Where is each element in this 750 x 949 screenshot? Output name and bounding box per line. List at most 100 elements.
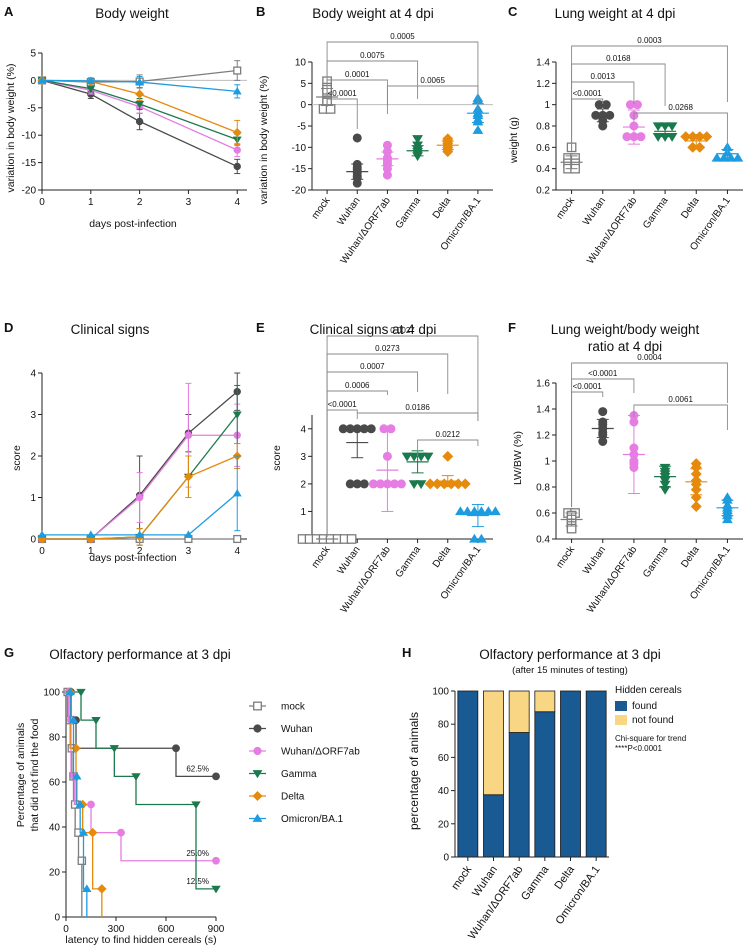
panel-letter-a: A <box>4 4 14 19</box>
y-axis-title-g-line2: that did not find the food <box>29 719 41 832</box>
panel-title-c: Lung weight at 4 dpi <box>555 6 676 21</box>
panel-title-e: Clinical signs at 4 dpi <box>310 322 437 337</box>
panel-e-point-wuhan <box>366 424 376 434</box>
panel-e-point-gamma <box>422 452 434 462</box>
panel-d-point-gamma <box>232 411 242 419</box>
panel-b-point-wuhan-orf7ab <box>382 170 392 180</box>
panel-f-point-delta <box>690 501 702 512</box>
panel-e-p-value: 0.0212 <box>436 430 461 439</box>
panel-b-p-value: 0.0065 <box>420 76 445 85</box>
panel-g-point-wuhan-orf7ab <box>87 800 95 809</box>
panel-e-point-gamma <box>408 452 420 462</box>
panel-b-y-tick-label: 5 <box>300 79 306 90</box>
panel-b-x-tick-label: mock <box>310 195 333 222</box>
panel-f-point-wuhan <box>598 407 608 417</box>
panel-c-x-tick-label: mock <box>554 195 577 222</box>
panel-d-point-wuhan-orf7ab <box>135 493 144 502</box>
panel-g-x-tick-label: 900 <box>208 924 225 935</box>
panel-a-point-wuhan <box>135 117 144 126</box>
panel-c-point-omicron-ba-1 <box>732 152 744 162</box>
panel-a-y-tick-label: 5 <box>30 49 36 60</box>
panel-g-point-omicron-ba-1 <box>65 687 75 696</box>
panel-c-p-value: 0.0268 <box>668 103 693 112</box>
panel-g-censored-point-wuhan <box>212 772 220 781</box>
panel-e-y-tick-label: 1 <box>300 507 306 518</box>
panel-c-p-value: 0.0013 <box>591 72 616 81</box>
legend-found-label: found <box>632 701 657 712</box>
panel-a-y-tick-label: -10 <box>22 131 37 142</box>
panel-g-legend-label: Omicron/BA.1 <box>281 814 344 825</box>
panel-e-point-omicron-ba-1 <box>469 533 480 543</box>
panel-b-x-tick-label: Delta <box>431 195 454 221</box>
panel-c-point-delta <box>701 131 713 143</box>
panel-a-x-tick-label: 4 <box>234 197 240 208</box>
panel-e-point-delta <box>459 478 471 490</box>
panel-letter-d: D <box>4 320 13 335</box>
panel-h-bar-found <box>585 690 607 858</box>
panel-g-point-omicron-ba-1 <box>72 771 82 780</box>
panel-e-point-omicron-ba-1 <box>476 506 487 516</box>
panel-d-point-omicron-ba-1 <box>232 489 242 497</box>
panel-c-p-value: 0.0168 <box>606 54 631 63</box>
y-axis-title-a: variation in body weight (%) <box>5 64 17 193</box>
panel-f-comparison-bracket <box>571 391 604 507</box>
panel-b-y-tick-label: 10 <box>295 58 307 69</box>
panel-title-h: Olfactory performance at 3 dpi <box>479 647 661 662</box>
x-axis-title-a: days post-infection <box>89 218 177 230</box>
panel-f-point-omicron-ba-1 <box>722 514 733 524</box>
legend-title-h: Hidden cereals <box>615 685 682 696</box>
panel-h-x-tick-label: Gamma <box>519 863 552 903</box>
panel-g-step-line-gamma <box>66 691 216 890</box>
panel-e-p-value: 0.0027 <box>390 326 415 335</box>
panel-g-point-omicron-ba-1 <box>68 715 79 724</box>
panel-g-x-tick-label: 0 <box>63 924 69 935</box>
panel-c-y-tick-label: 0.8 <box>536 122 550 133</box>
panel-f-comparison-bracket <box>633 404 728 430</box>
panel-b-point-mock <box>325 104 336 114</box>
panel-e-point-gamma <box>415 480 427 490</box>
panel-c-x-tick-label: Wuhan <box>581 195 608 227</box>
panel-g-point-delta <box>97 884 107 894</box>
panel-b-comparison-bracket <box>386 85 479 110</box>
panel-e-p-value: 0.0007 <box>360 362 385 371</box>
panel-a-point-omicron-ba-1 <box>86 76 96 84</box>
panel-f-x-tick-label: Wuhan <box>581 544 608 576</box>
panel-d-x-tick-label: 4 <box>234 546 240 557</box>
panel-g-point-gamma <box>109 745 120 753</box>
panel-c-y-tick-label: 0.2 <box>536 186 550 197</box>
panel-f-y-tick-label: 0.8 <box>536 483 550 494</box>
panel-h-y-tick-label: 0 <box>443 853 449 864</box>
panel-h-bar-found <box>534 711 556 858</box>
x-axis-title-d: days post-infection <box>89 552 177 564</box>
panel-e-comparison-bracket <box>417 439 479 456</box>
panel-a-x-tick-label: 1 <box>88 197 94 208</box>
panel-d-point-wuhan-orf7ab <box>184 431 193 439</box>
panel-b-p-value: 0.0075 <box>360 51 385 60</box>
panel-e-p-value: 0.0186 <box>405 403 430 412</box>
panel-c-point-gamma <box>666 122 678 132</box>
legend-found-swatch <box>615 701 627 711</box>
panel-g-point-delta <box>87 827 98 838</box>
panel-b-p-value: 0.0001 <box>345 70 370 79</box>
panel-c-point-wuhan <box>601 100 611 110</box>
panel-c-y-tick-label: 0.6 <box>536 143 550 154</box>
panel-a-point-wuhan <box>233 162 241 171</box>
panel-e-point-omicron-ba-1 <box>455 506 466 516</box>
panel-h-bar-not-found <box>508 690 530 733</box>
panel-c-y-tick-label: 1.2 <box>536 79 550 90</box>
panel-d-x-tick-label: 2 <box>137 546 143 557</box>
panel-c-point-gamma <box>666 133 678 142</box>
panel-e-point-gamma <box>408 480 420 490</box>
panel-h-bar-not-found <box>534 690 556 713</box>
panel-e-y-tick-label: 3 <box>300 452 306 463</box>
panel-g-censored-point-wuhan-orf7ab <box>212 856 220 865</box>
panel-c-p-value: <0.0001 <box>573 89 603 98</box>
panel-g-legend-marker <box>252 813 263 822</box>
panel-letter-g: G <box>4 645 14 660</box>
legend-not-found-label: not found <box>632 715 674 726</box>
panel-h-bar-found <box>560 690 581 858</box>
panel-e-point-wuhan-orf7ab <box>396 479 406 489</box>
panel-f-y-tick-label: 0.6 <box>536 509 550 520</box>
panel-a-point-wuhan-orf7ab <box>233 146 241 154</box>
